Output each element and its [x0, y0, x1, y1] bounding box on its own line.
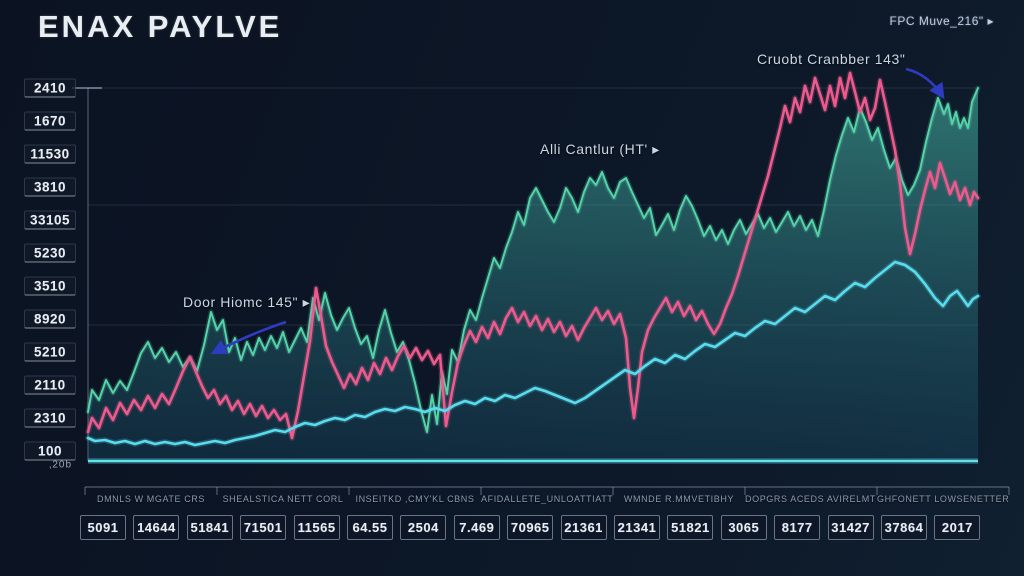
x-axis-group-label: INSEITKD ,CMY'KL CBNS — [355, 494, 475, 504]
y-axis-label: 33105 — [23, 210, 76, 230]
x-axis-group-label: DMNLS W MGATE CRS — [96, 494, 206, 504]
annotation-arrow-crubt — [905, 67, 945, 100]
y-axis-label: 11530 — [24, 144, 76, 164]
x-axis-value-box: 37864 — [881, 515, 927, 540]
annotation-all: Alli Cantlur (HT' ▸ — [540, 141, 660, 157]
x-axis-value-box: 2017 — [934, 515, 981, 540]
x-axis-group-label: WMNDE R.MMVETIBHY — [623, 494, 735, 504]
series-line-cyan — [86, 260, 980, 447]
x-axis-value-box: 3065 — [720, 515, 767, 540]
annotation-arrow-door — [210, 320, 287, 355]
y-axis-label: 1670 — [24, 111, 76, 131]
y-axis-label: 2410 — [24, 78, 76, 98]
y-axis-label: 8920 — [24, 309, 76, 329]
y-axis-label: 3510 — [24, 276, 76, 296]
annotation-crubt: Cruobt Cranbber 143" — [757, 51, 906, 67]
x-axis-value-box: 21361 — [560, 515, 607, 540]
y-axis-label: 2110 — [24, 375, 76, 395]
x-axis-value-row: 5091 14644 51841 71501 11565 64.55 2504 7.469 70… — [0, 515, 1024, 541]
fpc-dropdown[interactable]: FPC Muve_216" ▸ — [889, 14, 994, 28]
x-axis-value-box: 7.469 — [453, 515, 500, 540]
y-axis-labels: 2410 1670 11530 3810 33105 5230 3510 8920 5210 21… — [0, 0, 80, 576]
series-line-pink — [86, 71, 980, 440]
x-axis-value-box: 2504 — [400, 515, 447, 540]
x-axis-value-box: 51821 — [667, 515, 714, 540]
x-axis-value-box: 5091 — [80, 515, 126, 540]
x-axis-value-box: 14644 — [133, 515, 180, 540]
x-axis-value-box: 71501 — [240, 515, 287, 540]
y-axis-label: 5230 — [24, 243, 76, 263]
x-axis-value-box: 11565 — [293, 515, 340, 540]
area-fill-teal — [88, 88, 978, 461]
x-axis-value-box: 31427 — [827, 515, 874, 540]
x-axis-group-label: SHEALSTICA NETT CORL — [222, 494, 344, 504]
page-title: ENAX PAYLVE — [38, 9, 283, 44]
x-axis-value-box: 8177 — [774, 515, 821, 540]
y-axis-label: 3810 — [24, 177, 76, 197]
x-axis-value-box: 70965 — [507, 515, 554, 540]
x-axis-value-box: 64.55 — [347, 515, 393, 540]
y-axis-sub-label: ‚20b — [49, 459, 72, 471]
x-axis-group-label: AFIDALLETE_UNLOATTIATT — [481, 494, 613, 504]
x-axis-group-labels: DMNLS W MGATE CRS SHEALSTICA NETT CORL INS… — [0, 494, 1024, 508]
series-area-teal — [87, 87, 979, 433]
x-axis-value-box: 21341 — [614, 515, 660, 540]
annotation-door: Door Hiomc 145" ▸ — [183, 294, 311, 310]
x-axis-group-label: GHFONETT LOWSENETTERT — [877, 494, 1009, 504]
y-axis-label: 5210 — [24, 342, 76, 362]
y-axis-label: 100 — [24, 441, 76, 461]
x-axis-group-label: DOPGRS ACEDS AVIRELMT DRIOFFEIER — [745, 494, 877, 504]
y-axis-label: 2310 — [24, 408, 76, 428]
x-axis-value-box: 51841 — [186, 515, 233, 540]
